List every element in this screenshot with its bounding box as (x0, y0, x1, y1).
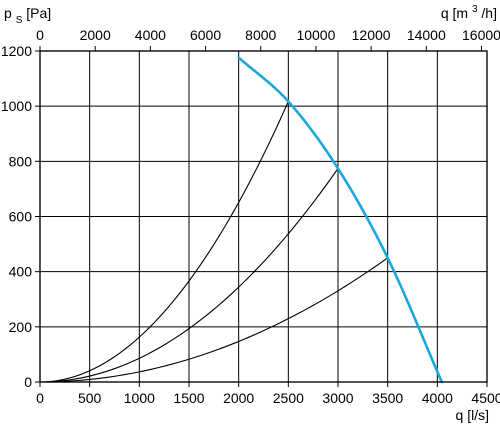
curve-layer (39, 50, 488, 384)
y-tick-label: 600 (9, 209, 33, 225)
system-curve (39, 101, 289, 383)
x-top-tick-label: 12000 (352, 27, 391, 43)
x-bottom-tick-label: 2000 (223, 390, 254, 406)
x-top-axis-label-sup: 3 (472, 4, 478, 15)
x-top-axis-label: q [m 3 /h] (441, 0, 497, 21)
x-bottom-tick-label: 0 (36, 390, 44, 406)
x-top-tick-label: 6000 (190, 27, 221, 43)
x-bottom-tick-label: 3000 (322, 390, 353, 406)
y-axis-label: p S [Pa] (4, 5, 51, 26)
x-top-axis-label-main: q [m (441, 5, 468, 21)
y-tick-label: 1000 (1, 98, 32, 114)
x-top-tick-label: 0 (36, 27, 44, 43)
x-bottom-tick-label: 4000 (422, 390, 453, 406)
y-tick-label: 800 (9, 153, 33, 169)
x-bottom-tick-label: 4500 (471, 390, 500, 406)
system-curve (39, 257, 388, 383)
x-bottom-tick-label: 1500 (173, 390, 204, 406)
x-bottom-tick-label: 3500 (372, 390, 403, 406)
fan-curve (237, 56, 444, 384)
x-bottom-tick-label: 1000 (124, 390, 155, 406)
tick-layer: 0 500 1000 1500 2000 2500 3000 3500 4000 45000200… (1, 27, 500, 406)
x-top-tick-label: 2000 (80, 27, 111, 43)
y-axis-label-sub: S (16, 15, 23, 26)
x-top-tick-label: 10000 (296, 27, 335, 43)
plot-frame-border (39, 50, 488, 383)
y-tick-label: 1200 (1, 43, 32, 59)
x-top-tick-label: 4000 (135, 27, 166, 43)
x-top-tick-label: 14000 (407, 27, 446, 43)
x-top-tick-label: 8000 (245, 27, 276, 43)
system-curve (39, 168, 339, 383)
y-axis-label-tail: [Pa] (26, 5, 51, 21)
y-tick-label: 0 (24, 374, 32, 390)
x-top-axis-label-tail: /h] (481, 5, 497, 21)
grid-layer (35, 46, 488, 387)
y-tick-label: 200 (9, 319, 33, 335)
x-bottom-tick-label: 500 (78, 390, 102, 406)
y-tick-label: 400 (9, 264, 33, 280)
x-bottom-tick-label: 2500 (273, 390, 304, 406)
y-axis-label-main: p (4, 5, 12, 21)
x-top-tick-label: 16000 (462, 27, 500, 43)
x-bottom-axis-label: q [l/s] (456, 407, 489, 423)
